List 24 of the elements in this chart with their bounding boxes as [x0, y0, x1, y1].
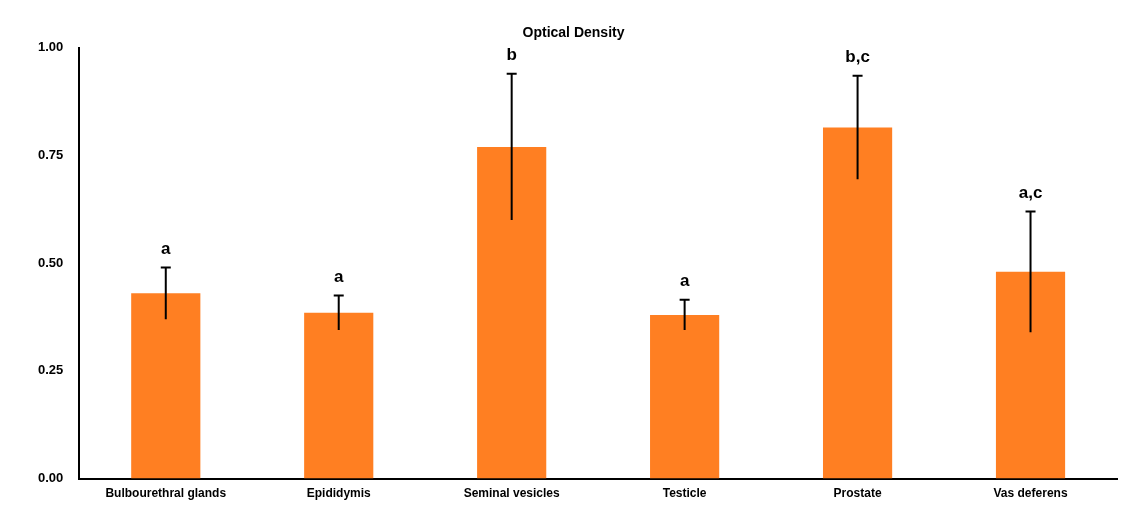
bar: [822, 127, 893, 479]
bar: [477, 146, 547, 479]
x-tick-label: Epididymis: [306, 486, 372, 501]
chart-title: Optical Density: [522, 24, 625, 41]
y-tick-label: 0.75: [37, 147, 64, 163]
x-tick-label: Bulbourethral glands: [105, 486, 227, 501]
bar: [304, 312, 374, 479]
x-tick-label: Testicle: [662, 486, 707, 501]
y-tick-label: 0.50: [37, 254, 64, 270]
annotation: b: [506, 44, 517, 64]
x-tick-label: Prostate: [833, 486, 882, 501]
annotation: b,c: [845, 46, 870, 66]
bar: [650, 314, 720, 479]
annotation: a: [679, 271, 690, 291]
y-tick-label: 0.25: [37, 362, 64, 378]
y-tick-label: 1.00: [37, 39, 64, 55]
bar: [995, 271, 1066, 479]
x-tick-label: Vas deferens: [993, 486, 1068, 501]
y-tick-label: 0.00: [37, 470, 64, 486]
x-tick-label: Seminal vesicles: [463, 486, 561, 501]
annotation: a,c: [1018, 182, 1043, 202]
annotation: a: [161, 238, 172, 258]
annotation: a: [333, 266, 344, 286]
bar: [131, 293, 201, 479]
